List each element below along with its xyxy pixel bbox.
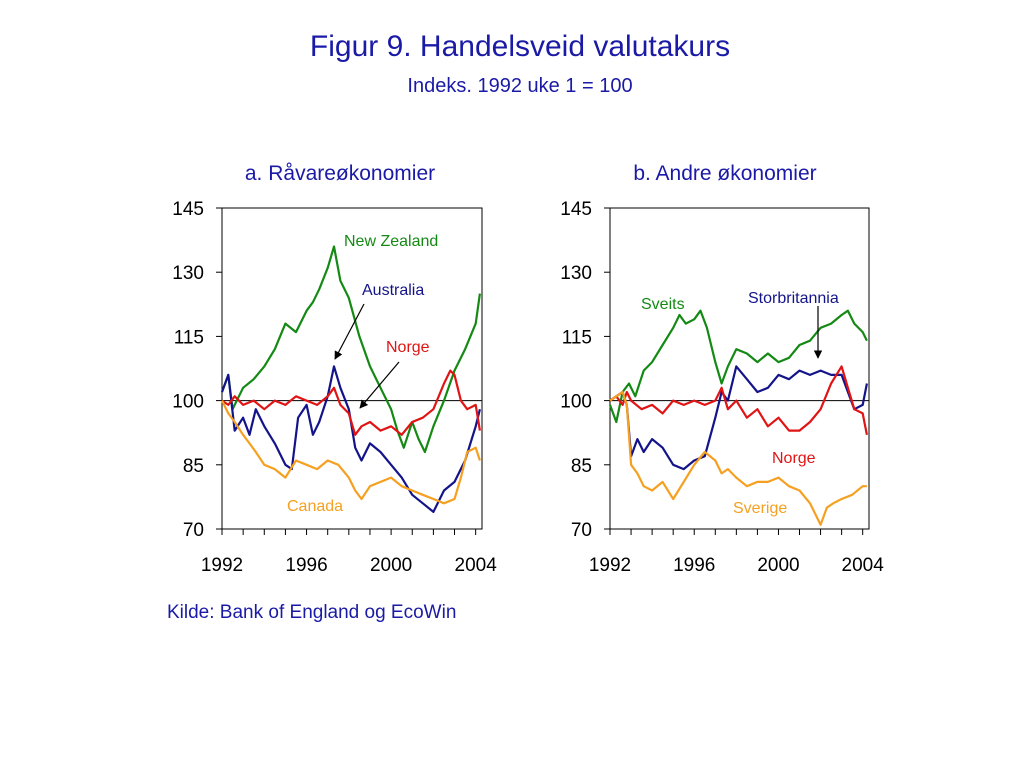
y-tick-label: 145 bbox=[172, 199, 204, 220]
series-line-norge bbox=[609, 365, 868, 436]
series-line-new-zealand bbox=[220, 245, 481, 454]
x-tick-label: 1996 bbox=[673, 555, 715, 576]
x-tick-label: 1996 bbox=[285, 555, 327, 576]
y-tick-label: 115 bbox=[562, 327, 592, 348]
series-label: Sverige bbox=[733, 500, 787, 517]
series-line-norge bbox=[221, 369, 481, 436]
y-tick-label: 100 bbox=[560, 392, 592, 413]
source-note: Kilde: Bank of England og EcoWin bbox=[167, 602, 457, 623]
series-line-australia bbox=[220, 365, 481, 513]
y-tick-label: 70 bbox=[571, 520, 592, 541]
series-label: Norge bbox=[772, 450, 816, 467]
series-label: New Zealand bbox=[344, 233, 438, 250]
x-tick-label: 2004 bbox=[842, 555, 885, 576]
figure-subtitle: Indeks. 1992 uke 1 = 100 bbox=[407, 75, 633, 97]
annotation-arrow bbox=[334, 303, 365, 360]
x-tick-label: 2000 bbox=[757, 555, 799, 576]
y-tick-label: 100 bbox=[172, 392, 204, 413]
y-tick-label: 85 bbox=[183, 456, 204, 477]
y-tick-label: 70 bbox=[183, 520, 204, 541]
series-line-storbritannia bbox=[609, 365, 868, 471]
y-tick-label: 115 bbox=[174, 327, 204, 348]
x-tick-label: 2000 bbox=[370, 555, 412, 576]
y-tick-label: 145 bbox=[560, 199, 592, 220]
x-tick-label: 1992 bbox=[201, 555, 243, 576]
x-tick-label: 2004 bbox=[455, 555, 498, 576]
panel-title: a. Råvareøkonomier bbox=[245, 162, 435, 185]
plot-frame bbox=[221, 207, 483, 530]
series-line-canada bbox=[221, 400, 481, 505]
series-line-sverige bbox=[609, 390, 867, 526]
plot-frame bbox=[609, 207, 870, 530]
series-label: Norge bbox=[386, 339, 430, 356]
x-tick-label: 1992 bbox=[589, 555, 631, 576]
series-label: Sveits bbox=[641, 296, 685, 313]
series-label: Canada bbox=[287, 498, 343, 515]
panel-title: b. Andre økonomier bbox=[633, 162, 816, 185]
figure-title: Figur 9. Handelsveid valutakurs bbox=[309, 30, 731, 63]
series-label: Australia bbox=[362, 282, 424, 299]
series-label: Storbritannia bbox=[748, 290, 839, 307]
annotation-arrow bbox=[359, 361, 400, 409]
y-tick-label: 85 bbox=[571, 456, 592, 477]
y-tick-label: 130 bbox=[172, 263, 204, 284]
series-line-sveits bbox=[608, 309, 868, 424]
y-tick-label: 130 bbox=[560, 263, 592, 284]
